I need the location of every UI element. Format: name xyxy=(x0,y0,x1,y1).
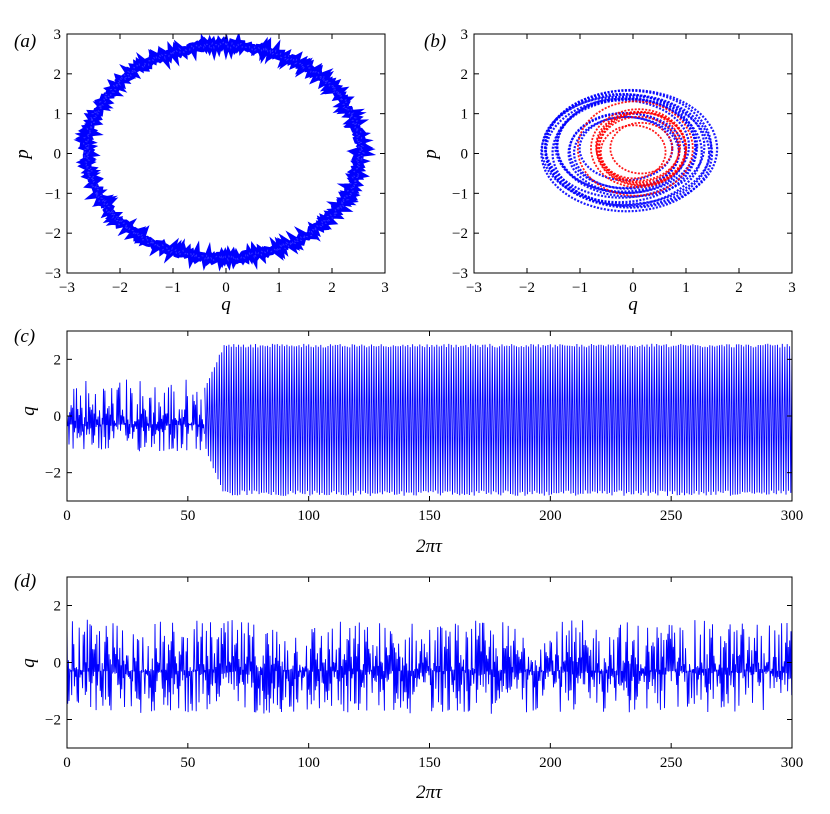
panel-a: −3 −2 −1 0 1 2 3 −3 −2 −1 0 1 2 3 (a) q p xyxy=(12,27,389,315)
x-tick-label: 150 xyxy=(418,755,441,771)
x-tick-label: 50 xyxy=(180,755,195,771)
y-tick-label: 3 xyxy=(461,27,469,43)
x-tick-label: 300 xyxy=(781,755,804,771)
x-tick-label: 200 xyxy=(539,508,562,524)
x-tick-label: −2 xyxy=(112,280,128,296)
y-tick-label: 0 xyxy=(54,409,62,425)
y-tick-label: −1 xyxy=(45,186,61,202)
x-tick-label: 300 xyxy=(781,508,804,524)
series-ring-texture-a xyxy=(82,41,366,262)
y-tick-label: 2 xyxy=(461,67,469,83)
y-tick-label: 2 xyxy=(54,67,62,83)
x-tick-label: −2 xyxy=(519,280,535,296)
y-tick-label: 2 xyxy=(54,352,62,368)
series-attractor-b-0 xyxy=(540,88,719,213)
y-axis-label-b: p xyxy=(420,149,441,161)
x-tick-label: 100 xyxy=(297,508,320,524)
trace-segment-d-0 xyxy=(67,619,792,714)
x-tick-label: 3 xyxy=(788,280,796,296)
x-tick-label: 0 xyxy=(63,755,71,771)
x-tick-label: 0 xyxy=(63,508,71,524)
y-tick-label: 0 xyxy=(461,147,469,163)
y-tick-label: 3 xyxy=(54,27,62,43)
x-tick-label: 250 xyxy=(660,508,683,524)
x-tick-label: 1 xyxy=(682,280,690,296)
series-trace-d xyxy=(67,619,792,714)
series-attractor-b-1 xyxy=(576,100,694,197)
y-tick-label: −3 xyxy=(45,266,61,282)
x-tick-label: −3 xyxy=(59,280,75,296)
y-tick-label: 1 xyxy=(461,107,469,123)
x-axis-label-b: q xyxy=(628,294,638,315)
trace-segment-c-1 xyxy=(204,343,792,496)
axes-frame-a xyxy=(66,33,386,274)
series-trace-c xyxy=(67,343,792,496)
x-tick-label: 2 xyxy=(328,280,336,296)
y-tick-label: 1 xyxy=(54,107,62,123)
x-tick-label: −1 xyxy=(572,280,588,296)
trace-segment-c-0 xyxy=(67,379,205,452)
y-tick-label: 0 xyxy=(54,147,62,163)
x-tick-label: 250 xyxy=(660,755,683,771)
panel-d: 0 50 100 150 200 250 300 −2 0 2 (d) 2πτ q xyxy=(14,571,803,803)
plot-area-b xyxy=(540,88,719,213)
y-tick-label: −2 xyxy=(452,226,468,242)
x-tick-label: 50 xyxy=(180,508,195,524)
panel-b: −3 −2 −1 0 1 2 3 −3 −2 −1 0 1 2 3 (b) q p xyxy=(420,27,796,315)
x-axis-label-c: 2πτ xyxy=(416,536,443,557)
panel-label-c: (c) xyxy=(14,326,35,347)
x-tick-label: 0 xyxy=(222,280,230,296)
x-tick-label: 0 xyxy=(629,280,637,296)
x-tick-label: −3 xyxy=(466,280,482,296)
x-tick-label: 3 xyxy=(381,280,389,296)
x-tick-label: 1 xyxy=(275,280,283,296)
y-tick-label: −2 xyxy=(45,713,61,729)
y-tick-label: −2 xyxy=(45,226,61,242)
x-tick-label: −1 xyxy=(165,280,181,296)
panel-label-d: (d) xyxy=(14,571,36,592)
plot-area-c xyxy=(67,343,792,496)
panel-c: 0 50 100 150 200 250 300 −2 0 2 (c) 2πτ q xyxy=(14,326,803,557)
panel-label-b: (b) xyxy=(424,31,446,52)
y-tick-label: −3 xyxy=(452,266,468,282)
plot-area-d xyxy=(67,619,792,714)
panel-label-a: (a) xyxy=(14,31,36,52)
x-axis-label-d: 2πτ xyxy=(416,782,443,803)
y-tick-label: −2 xyxy=(45,466,61,482)
axes-frame-b xyxy=(473,33,793,274)
x-tick-label: 150 xyxy=(418,508,441,524)
x-tick-label: 200 xyxy=(539,755,562,771)
y-tick-label: 0 xyxy=(54,656,62,672)
y-tick-label: 2 xyxy=(54,599,62,615)
y-axis-label-d: q xyxy=(18,658,39,668)
y-axis-label-c: q xyxy=(18,406,39,416)
y-axis-label-a: p xyxy=(12,149,33,161)
plot-area-a xyxy=(73,34,377,272)
x-tick-label: 2 xyxy=(735,280,743,296)
y-tick-label: −1 xyxy=(452,186,468,202)
x-tick-label: 100 xyxy=(297,755,320,771)
x-axis-label-a: q xyxy=(221,294,231,315)
